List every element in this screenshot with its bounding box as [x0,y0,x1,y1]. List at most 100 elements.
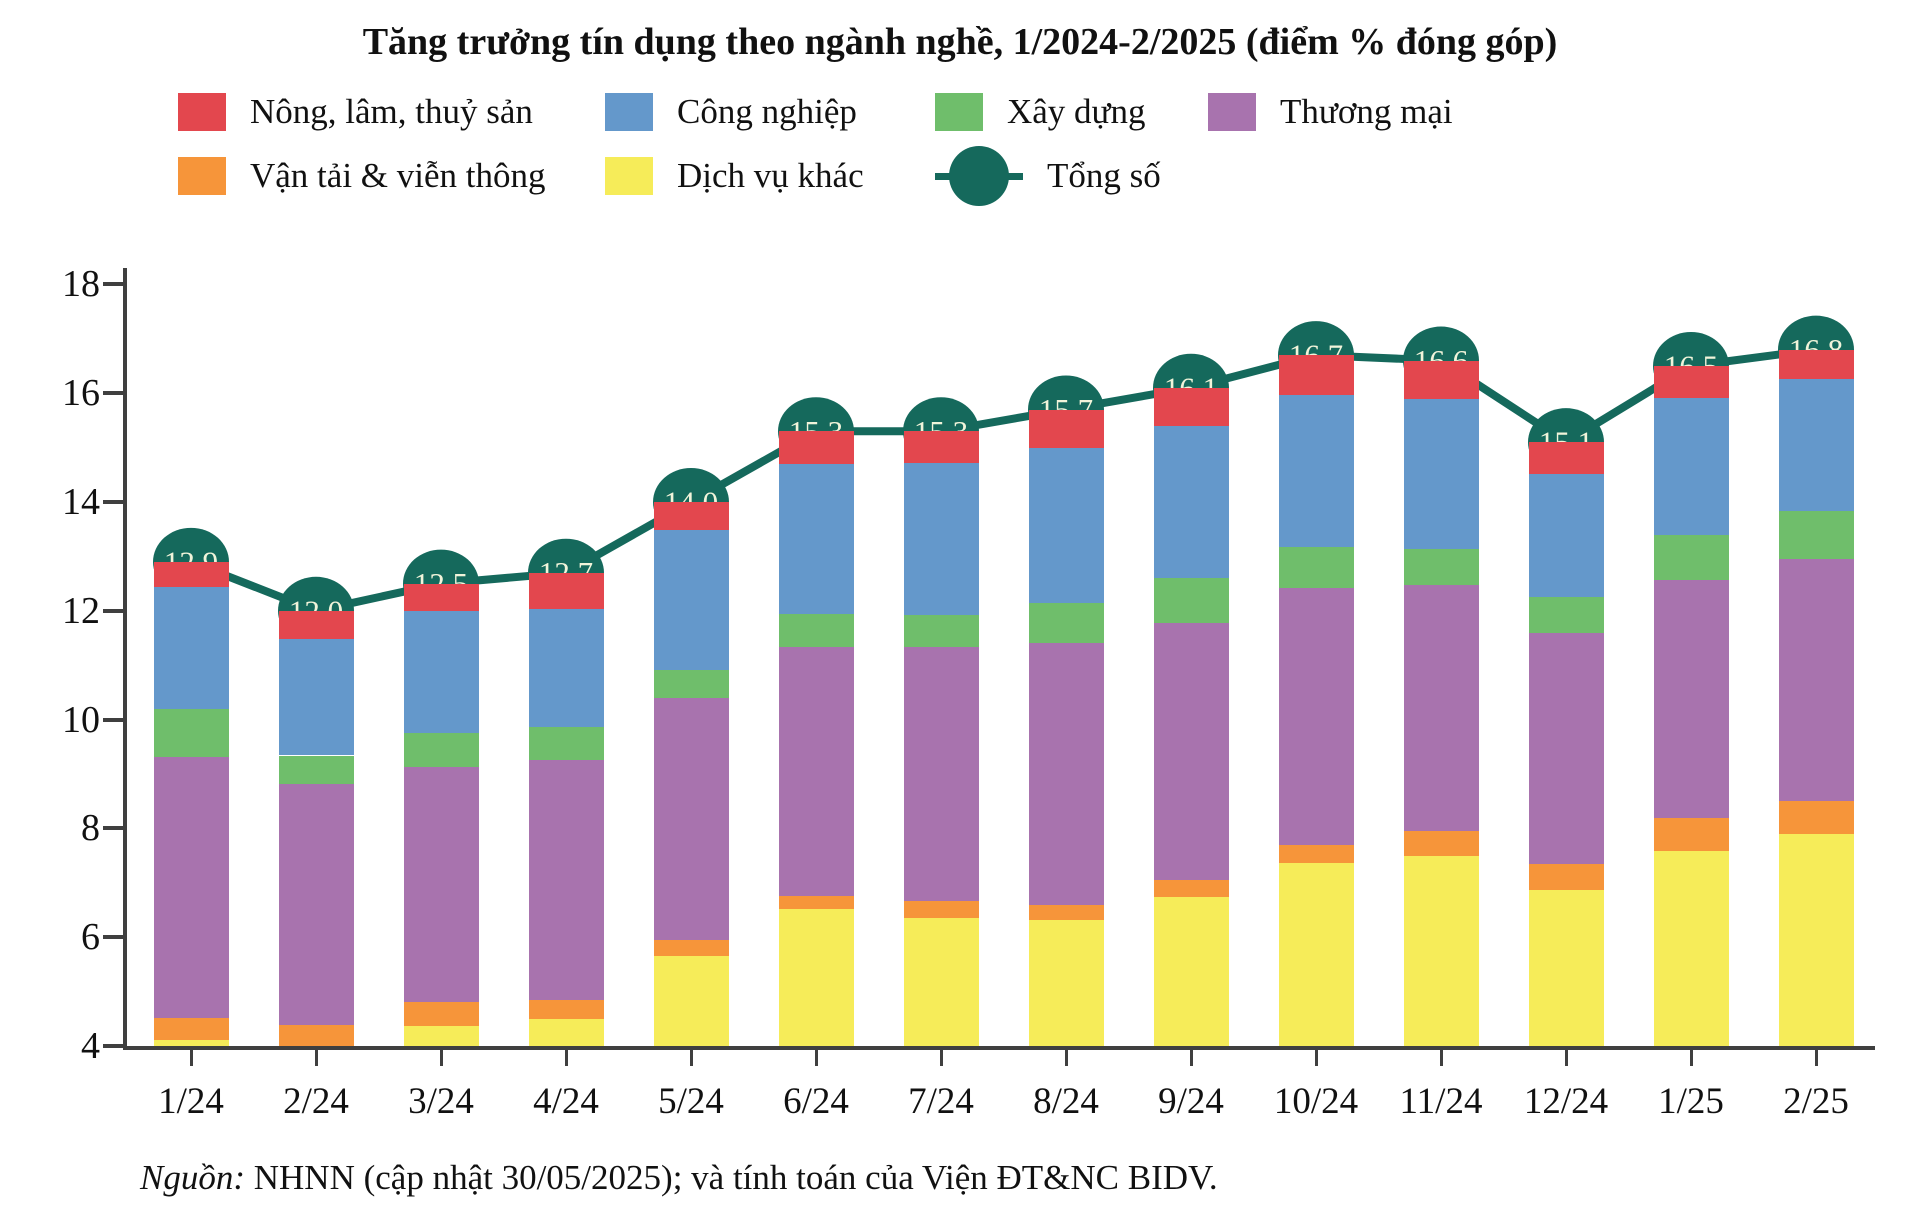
bar-segment [1403,584,1479,831]
x-axis-tick [189,1050,193,1066]
bar-segment [1403,398,1479,549]
x-axis-tick-label: 2/25 [1783,1081,1849,1122]
bar-segment [528,572,604,609]
x-axis-tick [1814,1050,1818,1066]
bar-segment [1278,355,1354,396]
y-axis-tick-label: 8 [81,807,100,850]
x-axis-tick-label: 6/24 [783,1081,849,1122]
bar-segment [1778,510,1854,559]
y-axis-tick-label: 18 [62,263,100,306]
x-axis-tick [439,1050,443,1066]
bar-segment [1028,920,1104,1046]
bar-segment [778,647,854,897]
y-axis-tick-label: 12 [62,589,100,632]
bar-segment [528,608,604,728]
bar-segment [1278,395,1354,547]
bar-segment [1778,801,1854,834]
bar-segment [1653,851,1729,1046]
bar-segment [1653,817,1729,852]
legend-item-construction: Xây dựng [935,92,1208,132]
x-axis-tick-label: 4/24 [533,1081,599,1122]
y-axis-tick [103,1044,123,1048]
y-axis-tick-label: 10 [62,698,100,741]
bar-segment [653,956,729,1046]
bar-segment [1153,879,1229,897]
services-swatch-icon [605,157,653,195]
bar-segment [903,431,979,463]
bar-segment [1528,889,1604,1046]
total-marker-circle [949,146,1009,206]
bar-segment [1653,397,1729,535]
bar-segment [528,727,604,761]
legend-label: Xây dựng [1007,92,1146,131]
bar-segment [1403,548,1479,585]
bar-segment [1153,896,1229,1046]
bar-segment [1403,360,1479,399]
bar-segment [1653,579,1729,818]
y-axis-tick [103,826,123,831]
x-axis-tick [314,1050,318,1066]
y-axis-tick [103,500,123,504]
legend-label: Dịch vụ khác [677,156,864,195]
bar-segment [153,587,229,709]
x-axis-tick-label: 11/24 [1399,1081,1483,1122]
bar-segment [1653,366,1729,398]
bar-segment [1028,643,1104,905]
bar-segment [1528,597,1604,633]
bar-segment [903,918,979,1046]
x-axis-tick-label: 5/24 [658,1081,724,1122]
legend-label: Tổng số [1047,156,1161,195]
bar-segment [1403,830,1479,856]
bar-segment [778,908,854,1046]
bar-segment [778,463,854,614]
bar-segment [1778,349,1854,380]
bar-segment [1528,474,1604,598]
bar-segment [653,529,729,670]
x-axis-tick-label: 1/25 [1658,1081,1724,1122]
legend-label: Vận tải & viễn thông [250,156,546,195]
bar-segment [1278,863,1354,1046]
legend-item-transport: Vận tải & viễn thông [178,156,605,196]
bar-segment [653,940,729,957]
x-axis-tick [939,1050,943,1066]
bar-segment [278,783,354,1026]
y-axis-tick [103,282,123,287]
source-prefix: Nguồn: [140,1158,245,1197]
x-axis-tick [1689,1050,1693,1066]
bar-segment [403,1002,479,1026]
x-axis-tick-label: 2/24 [283,1081,349,1122]
bar-segment [903,462,979,615]
bar-segment [1028,904,1104,921]
bar-segment [1153,426,1229,578]
x-axis-tick-label: 1/24 [158,1081,224,1122]
bar-segment [1278,546,1354,588]
bar-segment [278,610,354,639]
legend: Nông, lâm, thuỷ sản Công nghiệp Xây dựng… [178,92,1538,206]
y-axis-tick-label: 6 [81,916,100,959]
bar-segment [903,614,979,648]
legend-label: Nông, lâm, thuỷ sản [250,92,533,131]
bar-segment [153,757,229,1018]
bar-segment [1528,442,1604,475]
source-note: Nguồn: NHNN (cập nhật 30/05/2025); và tí… [140,1158,1218,1198]
x-axis-tick-label: 12/24 [1523,1081,1609,1122]
bar-segment [1528,632,1604,865]
chart-title: Tăng trưởng tín dụng theo ngành nghề, 1/… [362,21,1558,63]
transport-swatch-icon [178,157,226,195]
x-axis-tick [1439,1050,1443,1066]
bar-segment [403,766,479,1003]
bar-segment [153,1017,229,1040]
bar-segment [778,896,854,909]
bar-segment [1778,379,1854,511]
bar-segment [1153,623,1229,880]
bar-segment [1778,833,1854,1046]
legend-label: Công nghiệp [677,92,857,131]
trade-swatch-icon [1208,93,1256,131]
bar-segment [403,733,479,767]
industry-swatch-icon [605,93,653,131]
bar-segment [903,900,979,919]
bar-segment [653,669,729,699]
bar-segment [528,760,604,1000]
